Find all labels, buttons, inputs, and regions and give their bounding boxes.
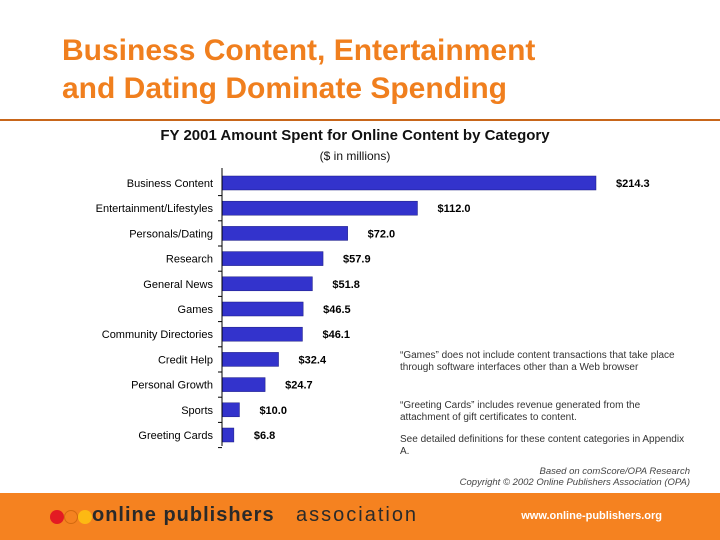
category-label: Personals/Dating	[129, 228, 213, 240]
category-label: Personal Growth	[131, 380, 213, 392]
bar	[221, 301, 304, 317]
bar-chart: Business Content $214.3 Entertainment/Life…	[96, 168, 650, 449]
logo-text-bold: online publishers	[92, 504, 275, 526]
bar	[221, 276, 313, 292]
category-label: Credit Help	[158, 354, 213, 366]
category-label: Community Directories	[102, 329, 214, 341]
bar	[221, 200, 418, 216]
chart-title: FY 2001 Amount Spent for Online Content …	[160, 127, 550, 144]
category-label: Games	[178, 304, 214, 316]
note-greeting-cards: “Greeting Cards” includes revenue genera…	[400, 400, 641, 423]
value-label: $32.4	[299, 354, 327, 366]
value-label: $214.3	[616, 178, 650, 190]
note-definitions: See detailed definitions for these conte…	[400, 434, 685, 457]
slide-title: Business Content, Entertainment and Datin…	[62, 32, 702, 108]
footer-url-link[interactable]: www.online-publishers.org	[521, 510, 662, 522]
chart-subtitle: ($ in millions)	[319, 149, 391, 163]
value-label: $10.0	[259, 405, 287, 417]
bar	[221, 251, 324, 266]
value-label: $46.5	[323, 304, 351, 316]
category-label: Sports	[181, 405, 213, 417]
slide-title-line-1: Business Content, Entertainment	[62, 34, 536, 67]
source-line: Based on comScore/OPA Research	[539, 466, 691, 477]
note-games: “Games” does not include content transac…	[400, 350, 675, 373]
value-label: $57.9	[343, 254, 371, 266]
bar	[221, 402, 240, 418]
category-label: Entertainment/Lifestyles	[96, 203, 214, 215]
title-divider	[0, 119, 720, 121]
logo-text-light: association	[296, 504, 419, 526]
value-label: $72.0	[368, 228, 396, 240]
bar	[221, 226, 348, 241]
value-label: $51.8	[332, 279, 360, 291]
value-label: $46.1	[322, 329, 350, 341]
value-label: $112.0	[437, 203, 470, 215]
bar	[221, 427, 235, 443]
logo-dot-orange-icon	[64, 510, 78, 524]
bar	[221, 326, 303, 342]
category-label: Research	[166, 254, 213, 266]
category-label: General News	[143, 279, 213, 291]
category-label: Greeting Cards	[138, 430, 213, 442]
bar	[221, 352, 279, 367]
category-label: Business Content	[127, 178, 213, 190]
footer-bar: online publishers association www.online…	[0, 493, 720, 540]
slide-title-line-2: and Dating Dominate Spending	[62, 72, 508, 105]
value-label: $24.7	[285, 380, 313, 392]
logo-dot-yellow-icon	[78, 510, 92, 524]
logo-dot-red-icon	[50, 510, 64, 524]
copyright-line: Copyright © 2002 Online Publishers Assoc…	[459, 477, 690, 488]
bar	[221, 377, 266, 392]
value-label: $6.8	[254, 430, 275, 442]
bar	[221, 175, 597, 191]
